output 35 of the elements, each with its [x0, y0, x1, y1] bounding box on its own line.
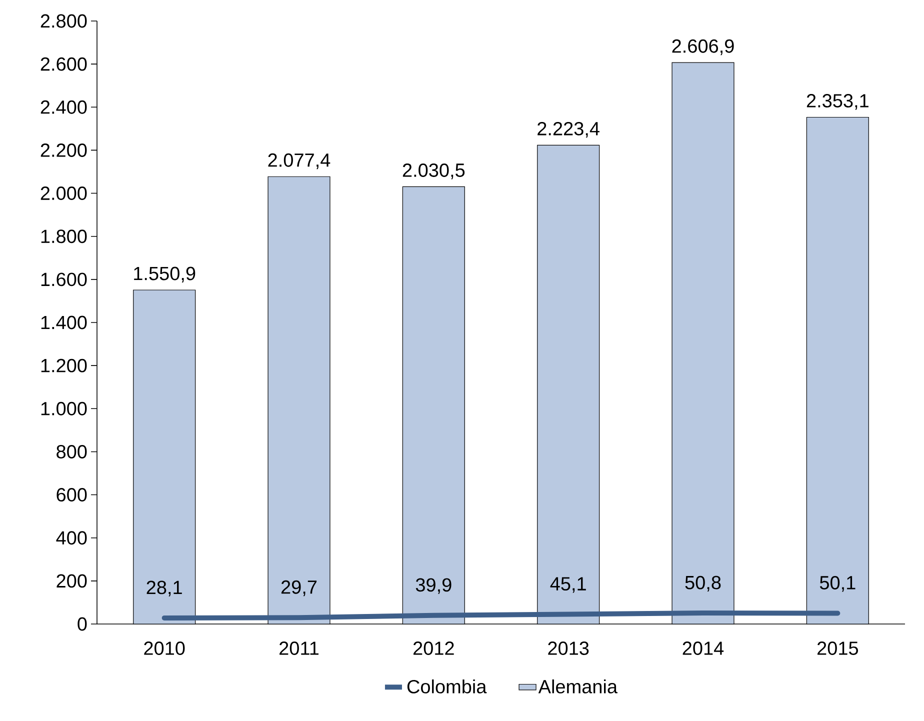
x-tick-label: 2012: [413, 642, 454, 655]
y-tick-label: 1.000: [41, 402, 87, 416]
data-label: 28,1: [146, 580, 182, 596]
data-label: 29,7: [281, 580, 317, 596]
legend-label: Colombia: [407, 679, 487, 694]
y-tick-label: 2.400: [40, 100, 87, 114]
y-tick-label: 2.000: [40, 186, 87, 200]
y-tick-label: 2.600: [40, 57, 87, 71]
y-tick-label: 1.200: [41, 358, 87, 372]
data-label: 2.223,4: [538, 122, 600, 138]
y-tick-label: 600: [56, 488, 87, 502]
x-tick-label: 2014: [682, 642, 724, 655]
x-tick-label: 2011: [280, 642, 318, 655]
x-tick-label: 2013: [548, 642, 589, 655]
y-tick-label: 2.800: [40, 14, 87, 28]
data-label: 2.077,4: [268, 153, 330, 170]
data-label: 2.606,9: [672, 39, 734, 56]
legend-label: Alemania: [538, 679, 618, 694]
y-tick-label: 1.800: [41, 230, 87, 244]
data-label: 1.550,9: [134, 266, 196, 282]
x-tick-label: 2010: [144, 642, 185, 655]
data-label: 50,1: [820, 576, 856, 592]
y-tick-label: 200: [56, 574, 87, 588]
y-tick-label: 1.600: [41, 272, 87, 286]
data-label: 39,9: [416, 578, 452, 594]
data-label: 45,1: [550, 577, 586, 593]
y-tick-label: 800: [56, 444, 87, 458]
data-label: 2.353,1: [806, 94, 868, 110]
y-tick-label: 0: [78, 617, 87, 631]
x-tick-label: 2015: [817, 642, 858, 655]
data-label: 50,8: [685, 576, 721, 592]
y-tick-label: 1.400: [41, 316, 87, 330]
data-label: 2.030,5: [402, 163, 465, 180]
y-tick-label: 2.200: [40, 143, 87, 157]
y-tick-label: 400: [56, 531, 87, 545]
